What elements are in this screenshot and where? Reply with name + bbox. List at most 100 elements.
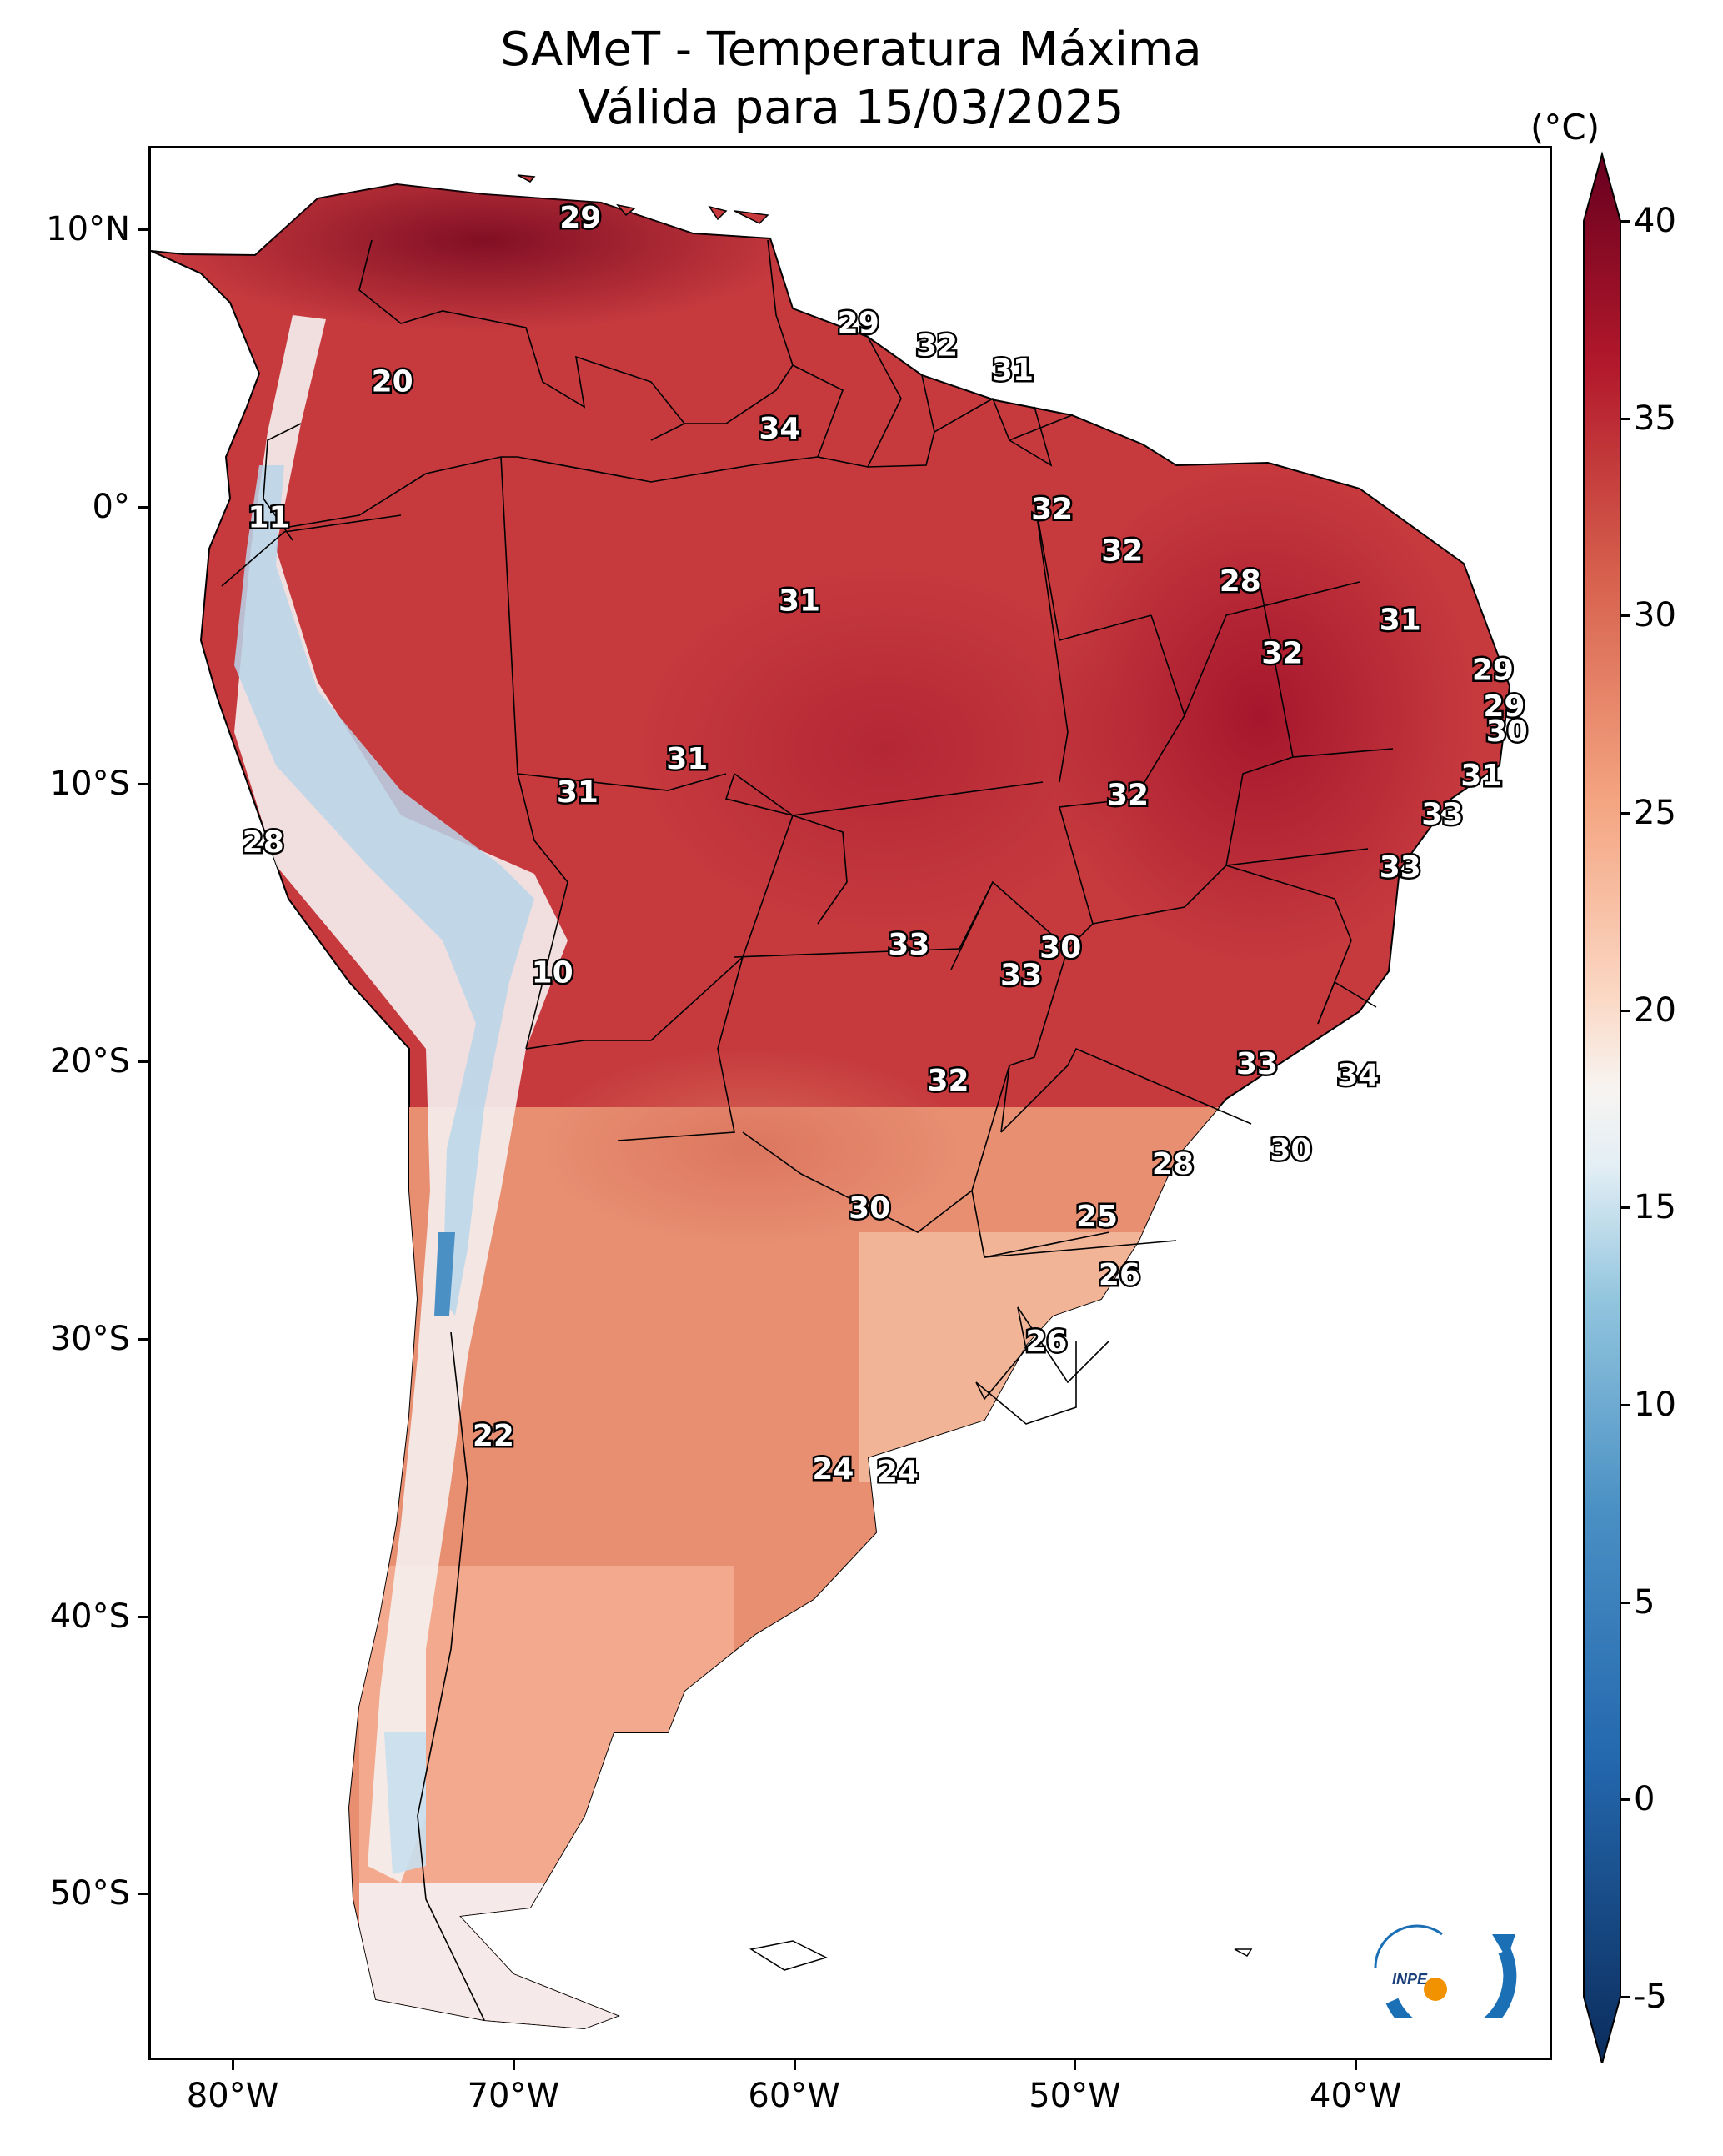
colorbar-tick-label: 10 [1634, 1386, 1676, 1424]
colorbar-tick-label: 20 [1634, 990, 1676, 1030]
contour-label: 32 [1031, 493, 1073, 527]
y-tick-label: 50°S [49, 1874, 130, 1913]
inpe-logo: INPE [1367, 1918, 1517, 2044]
contour-label: 34 [1337, 1058, 1379, 1092]
andes-deep-blue [434, 1232, 455, 1316]
contour-label: 24 [812, 1452, 854, 1487]
contour-label: 11 [248, 501, 289, 535]
y-tick-mark [138, 228, 148, 231]
colorbar-tick-label: 15 [1634, 1188, 1676, 1227]
x-tick-mark [1355, 2060, 1358, 2070]
colorbar-tick-mark [1620, 1996, 1630, 1998]
contour-label: 30 [1039, 930, 1081, 965]
x-tick-mark [512, 2060, 515, 2070]
inpe-logo-graphic: INPE [1374, 1924, 1517, 2044]
contour-label: 31 [779, 584, 820, 618]
y-tick-label: 20°S [49, 1042, 130, 1081]
y-tick-mark [138, 1893, 148, 1896]
x-tick-label: 40°W [1310, 2077, 1402, 2115]
colorbar-tick-mark [1620, 1601, 1630, 1604]
y-tick-label: 40°S [49, 1597, 130, 1636]
contour-label: 31 [1380, 604, 1421, 638]
y-tick-label: 10°S [49, 765, 130, 804]
contour-label: 34 [759, 412, 800, 446]
map-title: SAMeT - Temperatura Máxima [500, 23, 1202, 77]
y-tick-mark [138, 783, 148, 786]
x-tick-label: 70°W [467, 2077, 560, 2115]
x-tick-label: 80°W [186, 2077, 279, 2115]
contour-label: 26 [1099, 1258, 1140, 1292]
contour-label: 29 [1472, 654, 1514, 688]
caribbean-hot-spot [168, 184, 801, 332]
contour-label: 29 [559, 201, 601, 235]
contour-label: 30 [1270, 1133, 1311, 1167]
contour-label: 20 [372, 365, 413, 399]
contour-label: 29 [1483, 689, 1525, 724]
contour-label: 32 [1261, 637, 1303, 671]
x-tick-label: 60°W [748, 2077, 840, 2115]
contour-label: 28 [1220, 564, 1261, 599]
contour-label: 32 [916, 328, 958, 363]
colorbar-ramp [1583, 151, 1621, 2067]
y-tick-mark [138, 1337, 148, 1341]
colorbar-tick-mark [1620, 812, 1630, 815]
y-tick-label: 0° [92, 487, 130, 526]
colorbar-tick-mark [1620, 417, 1630, 420]
contour-label: 33 [1236, 1047, 1278, 1081]
colorbar-unit: (°C) [1530, 107, 1600, 148]
contour-label: 31 [992, 353, 1034, 388]
contour-label: 33 [1421, 798, 1463, 832]
colorbar-tick-mark [1620, 1798, 1630, 1802]
y-tick-label: 10°N [46, 209, 130, 248]
contour-label: 33 [888, 928, 929, 962]
colorbar-tick-label: 25 [1634, 794, 1676, 832]
map-subtitle: Válida para 15/03/2025 [578, 81, 1124, 135]
contour-label: 29 [838, 307, 879, 341]
y-tick-mark [138, 1615, 148, 1618]
contour-label: 31 [666, 742, 708, 776]
central-hot-spot [634, 565, 1134, 932]
map-panel[interactable]: 29 29 32 31 20 34 11 32 32 28 31 31 32 29 29 30 31 31 31 32… [148, 146, 1552, 2060]
contour-label: 24 [877, 1455, 919, 1489]
contour-label: 32 [1107, 778, 1149, 812]
contour-label: 30 [849, 1191, 890, 1226]
contour-label: 22 [473, 1419, 514, 1453]
contour-label: 30 [1486, 714, 1528, 749]
contour-label: 25 [1076, 1200, 1118, 1234]
colorbar-tick-mark [1620, 220, 1630, 223]
tierra-del-fuego-field [359, 1883, 651, 2028]
colorbar-tick-label: 30 [1634, 596, 1676, 635]
x-tick-mark [232, 2060, 235, 2070]
colorbar-tick-label: 0 [1634, 1780, 1655, 1819]
colorbar-tick-label: 35 [1634, 399, 1676, 438]
contour-label: 33 [1000, 959, 1042, 993]
andes-blue-core [234, 465, 534, 1316]
contour-label: 32 [1101, 534, 1143, 568]
y-tick-mark [138, 505, 148, 509]
chaco-warm-spot [534, 1049, 968, 1249]
x-tick-mark [793, 2060, 796, 2070]
contour-label: 31 [557, 775, 599, 810]
country-borders [221, 239, 1394, 2021]
colorbar-tick-mark [1620, 1206, 1630, 1210]
colorbar-tick-label: 40 [1634, 202, 1676, 240]
patagonia-andes [384, 1732, 426, 1874]
northeast-hot-spot [1043, 465, 1476, 965]
contour-label: 31 [1460, 759, 1502, 793]
colorbar-tick-mark [1620, 614, 1630, 618]
inpe-logo-text: INPE [1392, 1971, 1428, 1988]
contour-label: 28 [243, 825, 284, 860]
x-tick-mark [1074, 2060, 1077, 2070]
y-tick-label: 30°S [49, 1319, 130, 1358]
x-tick-label: 50°W [1029, 2077, 1121, 2115]
colorbar-tick-label: 5 [1634, 1582, 1655, 1622]
contour-label: 32 [927, 1064, 969, 1098]
contour-label: 26 [1025, 1325, 1067, 1359]
colorbar-tick-mark [1620, 1404, 1630, 1406]
contour-label: 33 [1380, 850, 1421, 885]
y-tick-mark [138, 1060, 148, 1064]
colorbar-tick-label: -5 [1634, 1978, 1667, 2016]
contour-label: 28 [1152, 1147, 1194, 1181]
